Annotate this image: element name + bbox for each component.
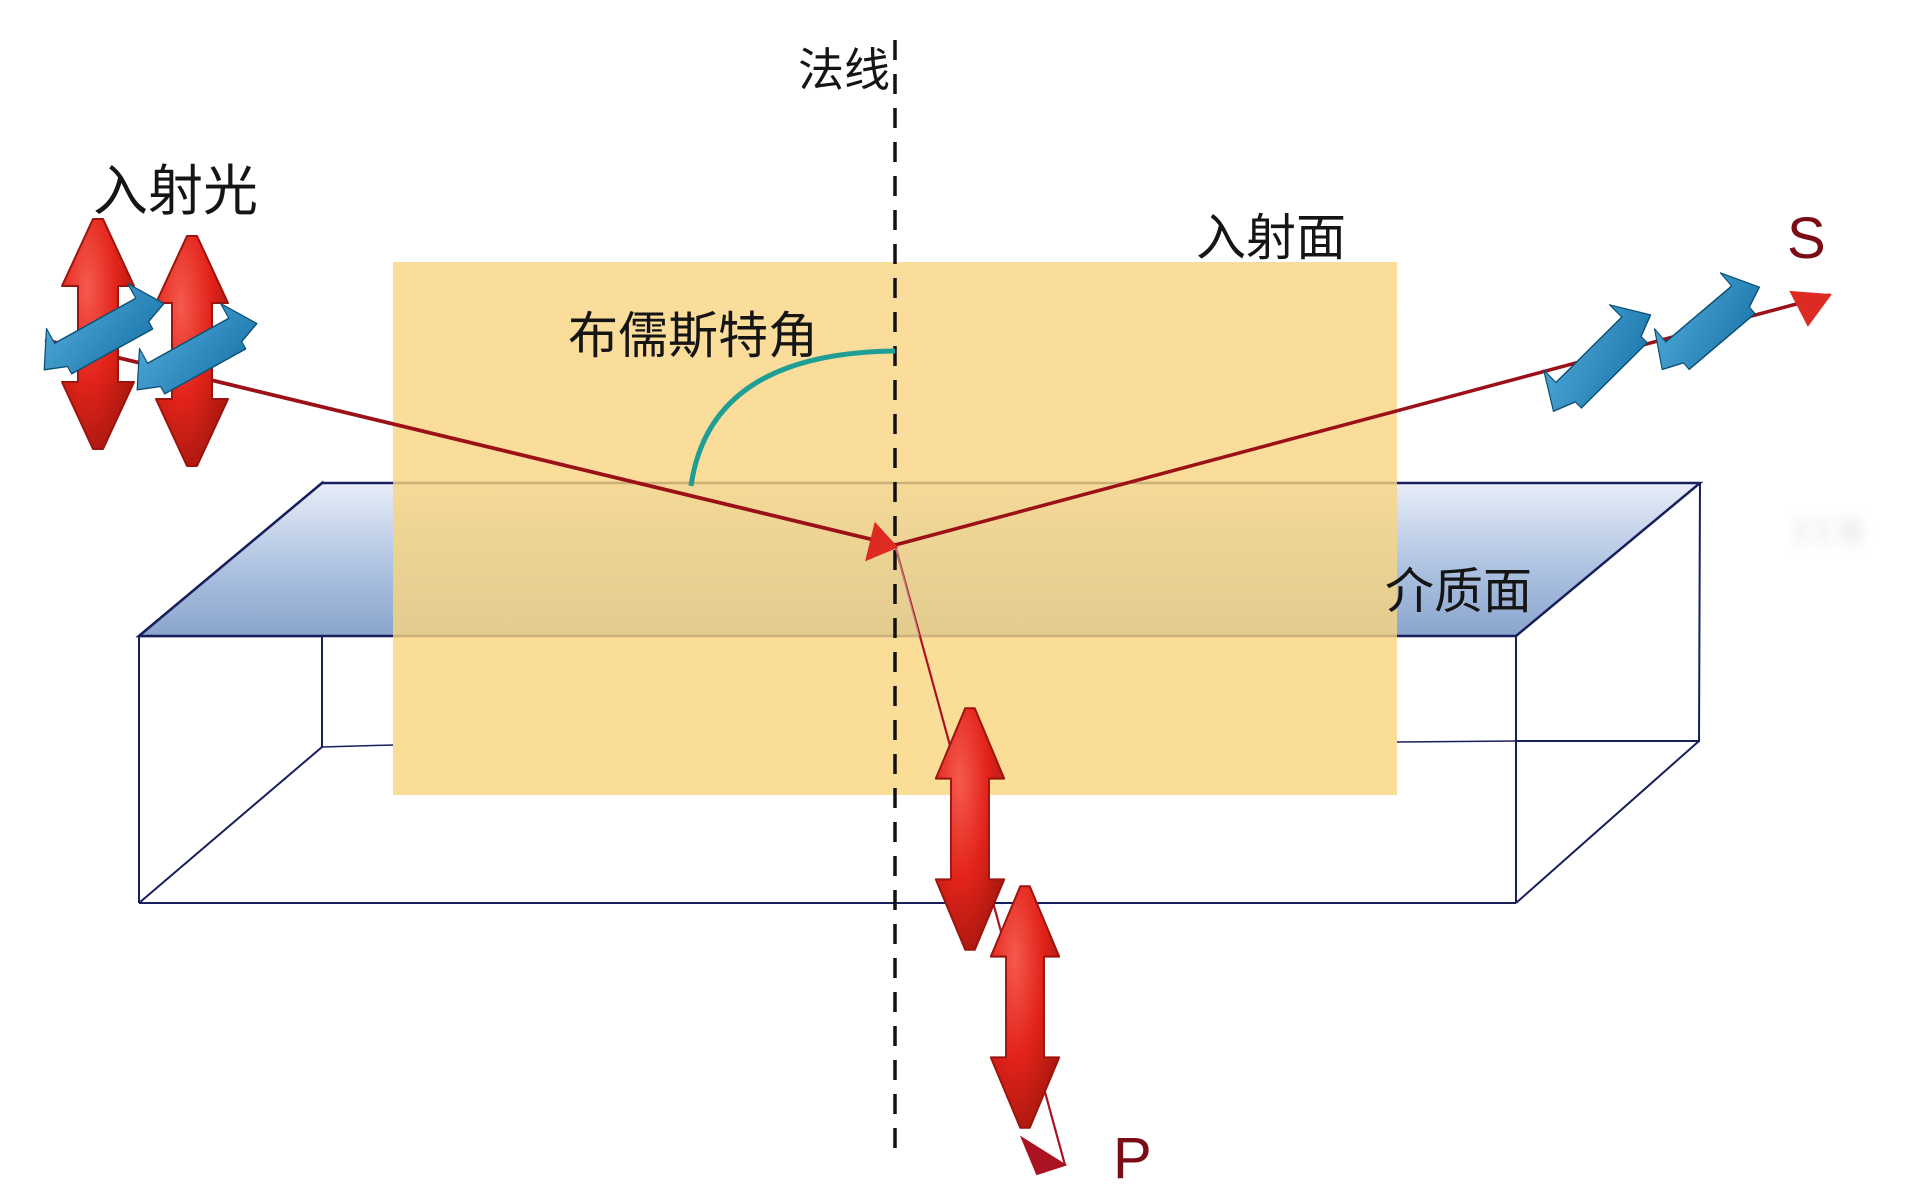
svg-text:P: P (1113, 1126, 1152, 1190)
svg-text:I I II: I I II (1795, 510, 1862, 554)
svg-text:入射面: 入射面 (1196, 210, 1346, 266)
svg-text:介质面: 介质面 (1385, 565, 1532, 619)
svg-text:布儒斯特角: 布儒斯特角 (568, 308, 818, 364)
svg-text:法线: 法线 (798, 44, 890, 96)
svg-text:入射光: 入射光 (93, 160, 258, 222)
svg-text:S: S (1787, 206, 1826, 271)
